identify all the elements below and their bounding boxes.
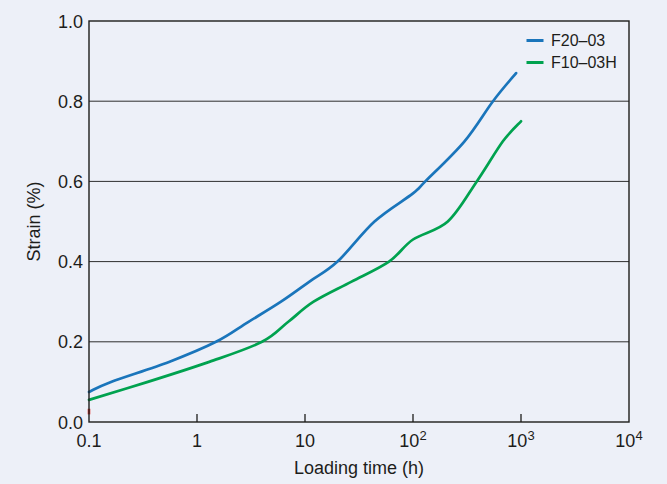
- x-tick-label-1: 1: [192, 431, 202, 451]
- x-tick-label-0.1: 0.1: [76, 431, 101, 451]
- chart-figure: 0.0 0.2 0.4 0.6 0.8 1.0 0.1 1 10 102 103 104 Loading…: [0, 0, 667, 484]
- y-tick-label-0.0: 0.0: [58, 413, 83, 433]
- series-curve-f10-03h: [89, 121, 521, 400]
- y-tick-label-0.6: 0.6: [58, 172, 83, 192]
- x-tick-label-103: 103: [507, 428, 534, 451]
- y-axis-title: Strain (%): [24, 181, 44, 261]
- legend-label-1: F20–03: [551, 32, 605, 49]
- y-tick-label-0.2: 0.2: [58, 332, 83, 352]
- legend-label-2: F10–03H: [551, 54, 617, 71]
- strain-vs-loading-time-chart: 0.0 0.2 0.4 0.6 0.8 1.0 0.1 1 10 102 103 104 Loading…: [0, 0, 667, 484]
- x-tick-label-10: 10: [295, 431, 315, 451]
- y-tick-label-0.8: 0.8: [58, 92, 83, 112]
- x-tick-label-102: 102: [399, 428, 426, 451]
- x-tick-label-104: 104: [615, 428, 642, 451]
- y-tick-label-0.4: 0.4: [58, 252, 83, 272]
- x-axis-title: Loading time (h): [294, 458, 424, 478]
- series-curve-f20-03: [89, 73, 516, 392]
- y-tick-label-1.0: 1.0: [58, 12, 83, 32]
